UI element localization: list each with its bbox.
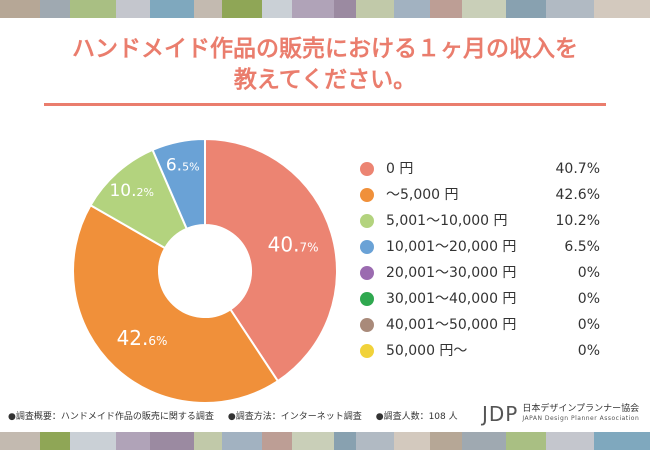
legend-item: 20,001～30,000 円 0% xyxy=(360,260,600,286)
stripe-segment xyxy=(0,432,40,450)
logo-jp: 日本デザインプランナー協会 xyxy=(522,404,640,414)
stripe-segment xyxy=(0,0,40,18)
stripe-segment xyxy=(40,432,70,450)
legend-swatch xyxy=(360,240,374,254)
stripe-segment xyxy=(430,432,462,450)
top-stripe xyxy=(0,0,650,18)
legend-value: 40.7% xyxy=(555,161,600,177)
bottom-stripe xyxy=(0,432,650,450)
stripe-segment xyxy=(356,432,394,450)
stripe-segment xyxy=(150,0,194,18)
legend-label: 40,001～50,000 円 xyxy=(386,317,517,333)
stripe-segment xyxy=(222,0,262,18)
pie-slice xyxy=(151,137,206,231)
survey-overview: ●調査概要：ハンドメイド作品の販売に関する調査 xyxy=(8,412,214,422)
stripe-segment xyxy=(546,0,594,18)
stripe-segment xyxy=(462,0,506,18)
legend-label: ～5,000 円 xyxy=(386,187,459,203)
slice-label: 10.2% xyxy=(109,181,154,201)
stripe-segment xyxy=(150,432,194,450)
chart-title: ハンドメイド作品の販売における１ヶ月の収入を 教えてください。 xyxy=(0,34,650,96)
stripe-segment xyxy=(194,432,222,450)
stripe-segment xyxy=(394,432,430,450)
slice-label: 40.7% xyxy=(268,233,319,257)
stripe-segment xyxy=(356,0,394,18)
legend-value: 0% xyxy=(577,265,600,281)
legend-item: 0 円 40.7% xyxy=(360,156,600,182)
stripe-segment xyxy=(292,432,334,450)
title-divider xyxy=(44,103,606,106)
title-line-1: ハンドメイド作品の販売における１ヶ月の収入を xyxy=(72,36,578,62)
stripe-segment xyxy=(594,432,650,450)
legend-swatch xyxy=(360,162,374,176)
stripe-segment xyxy=(506,432,546,450)
pie-slice xyxy=(72,203,280,404)
stripe-segment xyxy=(194,0,222,18)
stripe-segment xyxy=(70,432,116,450)
legend-value: 6.5% xyxy=(564,239,600,255)
legend-swatch xyxy=(360,292,374,306)
legend-label: 0 円 xyxy=(386,161,414,177)
legend-swatch xyxy=(360,318,374,332)
stripe-segment xyxy=(594,0,650,18)
stripe-segment xyxy=(116,432,150,450)
legend-label: 50,000 円～ xyxy=(386,343,468,359)
title-line-2: 教えてください。 xyxy=(233,67,417,93)
stripe-segment xyxy=(70,0,116,18)
survey-method: ●調査方法：インターネット調査 xyxy=(227,412,362,422)
legend-item: 5,001～10,000 円 10.2% xyxy=(360,208,600,234)
stripe-segment xyxy=(262,432,292,450)
chart-legend: 0 円 40.7% ～5,000 円 42.6% 5,001～10,000 円 10.2%… xyxy=(360,156,600,364)
stripe-segment xyxy=(546,432,594,450)
legend-value: 42.6% xyxy=(555,187,600,203)
stripe-segment xyxy=(506,0,546,18)
legend-item: 30,001～40,000 円 0% xyxy=(360,286,600,312)
stripe-segment xyxy=(334,432,356,450)
logo-mark: JDP xyxy=(482,402,519,426)
legend-value: 0% xyxy=(577,291,600,307)
legend-label: 20,001～30,000 円 xyxy=(386,265,517,281)
stripe-segment xyxy=(116,0,150,18)
stripe-segment xyxy=(430,0,462,18)
legend-swatch xyxy=(360,214,374,228)
legend-item: 10,001～20,000 円 6.5% xyxy=(360,234,600,260)
legend-swatch xyxy=(360,188,374,202)
slice-label: 42.6% xyxy=(117,326,168,350)
legend-label: 5,001～10,000 円 xyxy=(386,213,508,229)
donut-chart: 40.7% 42.6% 10.2% 6.5% xyxy=(72,137,338,404)
jdp-logo: JDP 日本デザインプランナー協会 JAPAN Design Planner A… xyxy=(482,402,639,426)
stripe-segment xyxy=(292,0,334,18)
legend-item: ～5,000 円 42.6% xyxy=(360,182,600,208)
stripe-segment xyxy=(222,432,262,450)
slice-label: 6.5% xyxy=(166,155,200,175)
stripe-segment xyxy=(262,0,292,18)
stripe-segment xyxy=(462,432,506,450)
stripe-segment xyxy=(334,0,356,18)
legend-label: 10,001～20,000 円 xyxy=(386,239,517,255)
survey-footer: ●調査概要：ハンドメイド作品の販売に関する調査 ●調査方法：インターネット調査 … xyxy=(8,409,458,422)
legend-value: 10.2% xyxy=(555,213,600,229)
logo-en: JAPAN Design Planner Association xyxy=(522,415,640,422)
legend-item: 40,001～50,000 円 0% xyxy=(360,312,600,338)
legend-value: 0% xyxy=(577,343,600,359)
stripe-segment xyxy=(394,0,430,18)
legend-swatch xyxy=(360,344,374,358)
legend-value: 0% xyxy=(577,317,600,333)
legend-label: 30,001～40,000 円 xyxy=(386,291,517,307)
legend-item: 50,000 円～ 0% xyxy=(360,338,600,364)
stripe-segment xyxy=(40,0,70,18)
survey-count: ●調査人数：108 人 xyxy=(375,412,458,422)
legend-swatch xyxy=(360,266,374,280)
